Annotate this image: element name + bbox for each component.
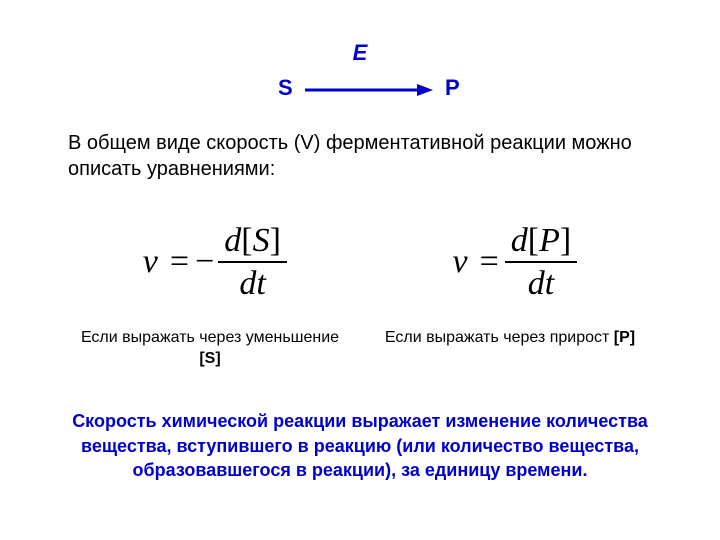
summary-text: Скорость химической реакции выражает изм…: [50, 409, 670, 482]
reaction-scheme: E S P: [50, 40, 670, 110]
fraction-product: d[P] dt: [505, 222, 577, 303]
equation-substrate: v = − d[S] dt: [143, 222, 287, 303]
eq-v: v: [143, 243, 158, 281]
captions-row: Если выражать через уменьшение [S] Если …: [50, 328, 670, 370]
denominator-s: dt: [233, 263, 271, 302]
reaction-arrow-icon: [305, 82, 435, 103]
eq-equals: =: [170, 243, 189, 281]
eq-v: v: [452, 243, 467, 281]
denominator-p: dt: [522, 263, 560, 302]
fraction-substrate: d[S] dt: [218, 222, 287, 303]
substrate-label: S: [278, 75, 293, 101]
eq-minus: −: [195, 243, 214, 281]
equation-product: v = d[P] dt: [452, 222, 577, 303]
caption-substrate: Если выражать через уменьшение [S]: [80, 328, 340, 370]
eq-equals: =: [480, 243, 499, 281]
description-text: В общем виде скорость (V) ферментативной…: [50, 130, 670, 182]
numerator-p: d[P]: [505, 222, 577, 263]
enzyme-label: E: [353, 40, 368, 66]
numerator-s: d[S]: [218, 222, 287, 263]
product-label: P: [445, 75, 460, 101]
equations-row: v = − d[S] dt v = d[P] dt: [50, 222, 670, 303]
caption-product: Если выражать через прирост [P]: [380, 328, 640, 370]
